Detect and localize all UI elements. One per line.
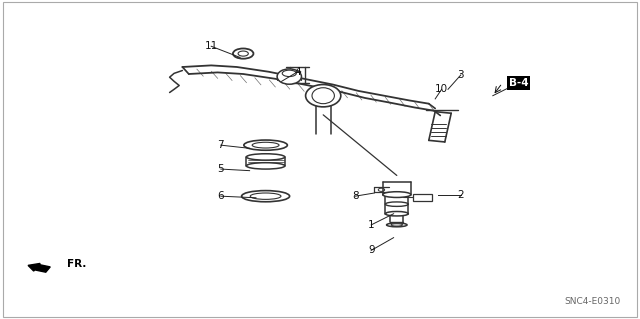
FancyArrow shape	[28, 263, 50, 272]
Text: FR.: FR.	[67, 259, 86, 269]
Text: B-4: B-4	[509, 78, 528, 88]
Text: 2: 2	[458, 189, 464, 200]
Circle shape	[233, 48, 253, 59]
Bar	[413, 194, 432, 201]
Ellipse shape	[241, 190, 289, 202]
Text: 4: 4	[294, 67, 301, 77]
Text: B-4: B-4	[509, 78, 528, 88]
Text: 7: 7	[218, 140, 224, 150]
Ellipse shape	[244, 140, 287, 150]
Text: 8: 8	[352, 191, 358, 201]
Text: 5: 5	[218, 164, 224, 174]
Text: 11: 11	[205, 41, 218, 51]
Ellipse shape	[246, 163, 285, 169]
Text: 3: 3	[458, 70, 464, 80]
Ellipse shape	[385, 211, 408, 216]
Text: 6: 6	[218, 191, 224, 201]
Text: 1: 1	[368, 220, 374, 230]
Text: 9: 9	[368, 245, 374, 256]
Text: SNC4-E0310: SNC4-E0310	[564, 297, 621, 306]
Ellipse shape	[387, 223, 407, 227]
Ellipse shape	[277, 69, 301, 84]
Ellipse shape	[306, 85, 341, 107]
Ellipse shape	[246, 154, 285, 160]
Text: 10: 10	[435, 84, 448, 94]
Ellipse shape	[383, 192, 411, 197]
